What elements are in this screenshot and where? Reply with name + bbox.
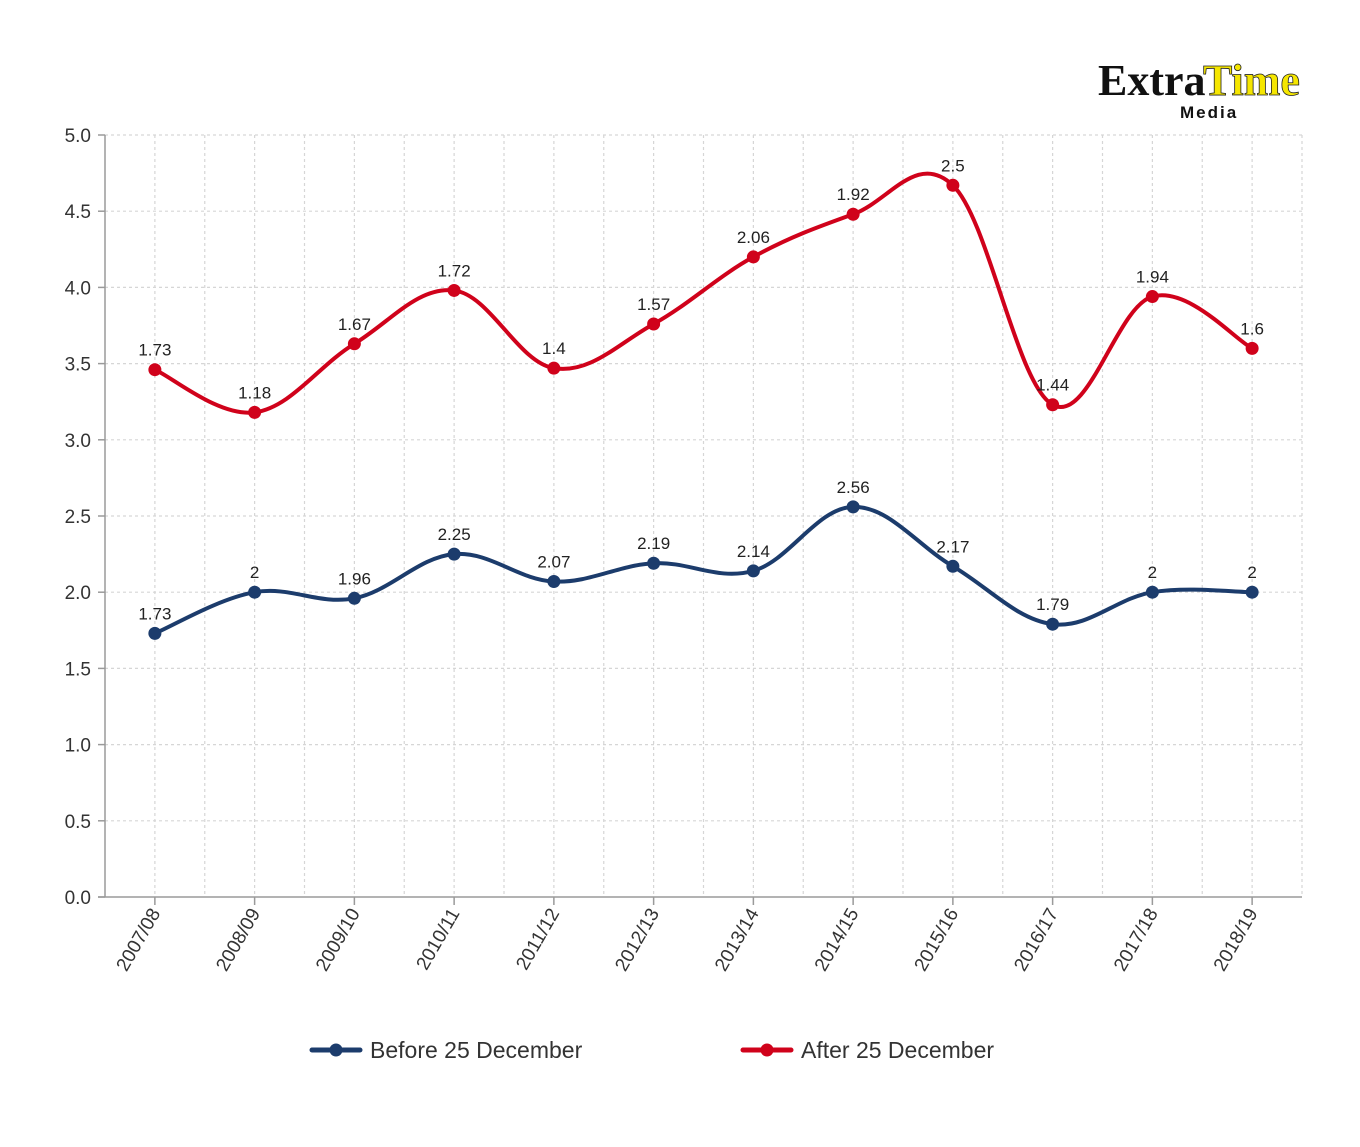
x-tick-label: 2007/08 bbox=[113, 905, 166, 975]
legend-swatch-dot bbox=[329, 1043, 343, 1057]
series-line-1 bbox=[152, 504, 1255, 636]
grid bbox=[105, 134, 1303, 897]
data-point bbox=[746, 250, 760, 264]
data-label: 1.67 bbox=[338, 315, 371, 334]
legend: Before 25 December After 25 December bbox=[309, 1037, 994, 1063]
data-point bbox=[846, 500, 860, 514]
x-tick-label: 2014/15 bbox=[811, 905, 864, 975]
x-tick-label: 2015/16 bbox=[911, 905, 964, 975]
y-tick-label: 4.5 bbox=[65, 202, 91, 223]
data-label: 2 bbox=[250, 563, 259, 582]
data-point bbox=[946, 559, 960, 573]
data-point bbox=[846, 207, 860, 221]
data-point bbox=[547, 575, 561, 589]
data-point bbox=[148, 626, 162, 640]
axes: 0.0 0.5 1.0 1.5 2.0 2.5 3.0 3.5 4.0 4.5 5.0 2007/08… bbox=[65, 126, 1302, 975]
data-label: 1.72 bbox=[438, 261, 471, 280]
y-tick-label: 0.5 bbox=[65, 812, 91, 833]
y-tick-label: 2.5 bbox=[65, 507, 91, 528]
legend-label: Before 25 December bbox=[370, 1037, 583, 1063]
data-point bbox=[248, 585, 262, 599]
data-point bbox=[1046, 398, 1060, 412]
x-tick-label: 2017/18 bbox=[1110, 905, 1163, 975]
data-label: 2 bbox=[1247, 563, 1256, 582]
data-point bbox=[946, 178, 960, 192]
data-label: 1.73 bbox=[138, 604, 171, 623]
data-point bbox=[447, 283, 461, 297]
data-point bbox=[347, 591, 361, 605]
data-label: 1.94 bbox=[1136, 268, 1169, 287]
data-label: 1.92 bbox=[837, 185, 870, 204]
legend-swatch-dot bbox=[760, 1043, 774, 1057]
data-label: 1.57 bbox=[637, 295, 670, 314]
x-tick-label: 2011/12 bbox=[512, 905, 564, 974]
data-label: 1.96 bbox=[338, 569, 371, 588]
x-tick-label: 2008/09 bbox=[212, 905, 265, 975]
data-label: 2.07 bbox=[537, 553, 570, 572]
x-tick-label: 2018/19 bbox=[1210, 905, 1263, 975]
data-point bbox=[746, 564, 760, 578]
legend-label: After 25 December bbox=[801, 1037, 994, 1063]
x-tick-label: 2010/11 bbox=[413, 905, 465, 974]
data-label: 1.4 bbox=[542, 339, 566, 358]
y-tick-label: 1.0 bbox=[65, 736, 91, 757]
data-point bbox=[547, 361, 561, 375]
data-label: 1.73 bbox=[138, 341, 171, 360]
y-tick-label: 1.5 bbox=[65, 659, 91, 680]
y-tick-label: 5.0 bbox=[65, 126, 91, 147]
data-point bbox=[1145, 290, 1159, 304]
data-label: 2.19 bbox=[637, 534, 670, 553]
data-point bbox=[1145, 585, 1159, 599]
data-label: 1.18 bbox=[238, 383, 271, 402]
data-label: 2.14 bbox=[737, 542, 770, 561]
data-label: 1.6 bbox=[1240, 319, 1264, 338]
extra-time-media-logo: Extra Time Media bbox=[1098, 56, 1300, 122]
data-point bbox=[347, 337, 361, 351]
data-point bbox=[647, 556, 661, 570]
x-tick-label: 2016/17 bbox=[1010, 905, 1063, 975]
data-label: 1.79 bbox=[1036, 595, 1069, 614]
data-point bbox=[1046, 617, 1060, 631]
x-tick-label: 2013/14 bbox=[711, 905, 764, 975]
logo-text-media: Media bbox=[1180, 103, 1238, 122]
x-tick-label: 2009/10 bbox=[312, 905, 365, 975]
data-label: 2.17 bbox=[936, 537, 969, 556]
data-label: 2.06 bbox=[737, 228, 770, 247]
logo-text-time: Time bbox=[1203, 56, 1300, 105]
series-layer: 1.73 2 1.96 2.25 2.07 2.19 2.14 2.56 2.17 1.79 2 2 1… bbox=[138, 156, 1264, 640]
data-point bbox=[447, 547, 461, 561]
data-point bbox=[248, 405, 262, 419]
data-point bbox=[1245, 585, 1259, 599]
data-point bbox=[647, 317, 661, 331]
y-tick-label: 3.0 bbox=[65, 431, 91, 452]
data-point bbox=[1245, 341, 1259, 355]
data-label: 1.44 bbox=[1036, 376, 1069, 395]
y-tick-label: 4.0 bbox=[65, 278, 91, 299]
data-point bbox=[148, 363, 162, 377]
data-label: 2.56 bbox=[837, 478, 870, 497]
data-label: 2 bbox=[1148, 563, 1157, 582]
y-tick-label: 3.5 bbox=[65, 355, 91, 376]
y-tick-label: 2.0 bbox=[65, 583, 91, 604]
y-tick-label: 0.0 bbox=[65, 888, 91, 909]
x-tick-label: 2012/13 bbox=[611, 905, 664, 975]
data-label: 2.5 bbox=[941, 156, 965, 175]
logo-text-extra: Extra bbox=[1098, 56, 1206, 105]
data-label: 2.25 bbox=[438, 525, 471, 544]
